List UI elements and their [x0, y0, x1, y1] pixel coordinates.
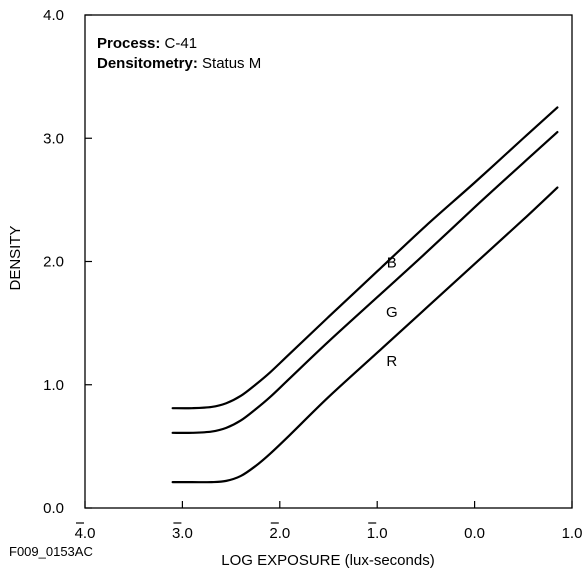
series-labels: B G R: [386, 255, 398, 371]
x-tick-label: 2.0: [269, 525, 290, 542]
y-axis-tick-labels: 0.0 1.0 2.0 3.0 4.0: [43, 7, 64, 517]
info-value: C-41: [165, 35, 198, 52]
info-line: Process: C-41: [97, 35, 197, 52]
y-axis-ticks: [85, 14, 92, 509]
plot-frame: [84, 14, 573, 509]
info-line: Densitometry: Status M: [97, 55, 261, 72]
series-line-b: [171, 106, 559, 410]
info-key: Process:: [97, 35, 165, 52]
info-key: Densitometry:: [97, 55, 202, 72]
series-lines: [171, 106, 559, 484]
info-value: Status M: [202, 55, 261, 72]
series-line-r: [171, 186, 559, 484]
x-tick-label: 3.0: [172, 525, 193, 542]
y-tick-label: 2.0: [43, 254, 64, 271]
series-label-g: G: [386, 304, 398, 321]
x-axis-ticks: [84, 501, 573, 508]
x-tick-label: 1.0: [562, 525, 583, 542]
y-tick-label: 1.0: [43, 377, 64, 394]
y-tick-label: 3.0: [43, 130, 64, 147]
info-box: Process: C-41 Densitometry: Status M: [97, 35, 261, 72]
series-label-r: R: [386, 353, 397, 370]
y-axis-label: DENSITY: [7, 225, 24, 290]
y-tick-label: 4.0: [43, 7, 64, 24]
x-axis-label: LOG EXPOSURE (lux-seconds): [221, 552, 434, 569]
y-tick-label: 0.0: [43, 500, 64, 517]
x-tick-label: 1.0: [367, 525, 388, 542]
figure-id: F009_0153AC: [9, 544, 93, 559]
series-line-g: [171, 130, 559, 435]
series-label-b: B: [387, 255, 397, 272]
x-tick-label: 0.0: [464, 525, 485, 542]
x-axis-tick-labels: 4.0 3.0 2.0 1.0 0.0 1.0: [75, 522, 583, 542]
x-tick-label: 4.0: [75, 525, 96, 542]
